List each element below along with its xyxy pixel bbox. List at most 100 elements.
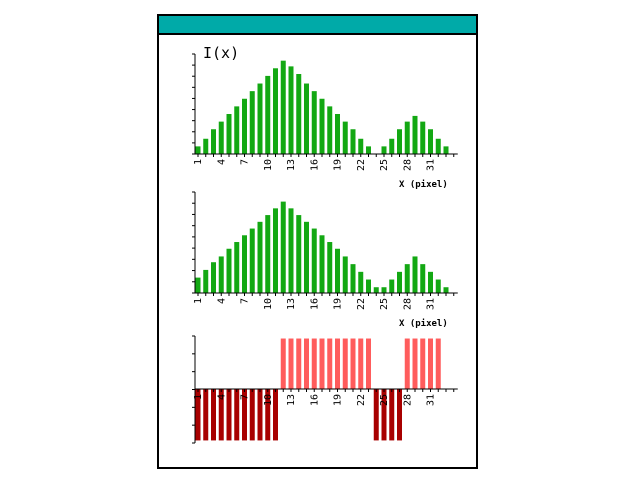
bar bbox=[195, 277, 201, 293]
bar bbox=[265, 75, 271, 154]
x-tick-label: 19 bbox=[333, 159, 344, 171]
title-bar[interactable] bbox=[159, 16, 476, 35]
x-tick-label: 19 bbox=[333, 298, 344, 310]
bar bbox=[296, 215, 302, 293]
bar bbox=[443, 146, 449, 154]
bar bbox=[412, 256, 418, 293]
bar bbox=[195, 146, 201, 154]
bar bbox=[203, 269, 209, 293]
bar bbox=[404, 121, 410, 154]
x-tick-label: 1 bbox=[193, 394, 204, 400]
bar bbox=[265, 215, 271, 293]
x-axis-label: X (pixel) bbox=[399, 179, 448, 190]
x-tick-label: 7 bbox=[240, 159, 251, 165]
bar bbox=[218, 256, 224, 293]
bar bbox=[311, 338, 317, 389]
bar bbox=[342, 121, 348, 154]
bar bbox=[319, 235, 325, 293]
x-tick-label: 10 bbox=[263, 394, 274, 406]
x-tick-label: 31 bbox=[426, 159, 437, 171]
y-axis-label: I(x) bbox=[203, 44, 239, 62]
bar bbox=[428, 338, 433, 389]
bar bbox=[373, 389, 379, 441]
bar bbox=[280, 60, 286, 154]
intensity-plots: 1 4 7 10 13 16 19 22 25 28 31I(x)X (pixel)1 4 7 10 13 1… bbox=[192, 44, 458, 444]
x-tick-label: 7 bbox=[240, 394, 251, 400]
bar bbox=[389, 389, 395, 441]
bar bbox=[273, 68, 278, 154]
bar bbox=[420, 338, 426, 389]
bar bbox=[435, 138, 441, 154]
bar bbox=[397, 271, 402, 293]
bar bbox=[249, 389, 255, 441]
bar bbox=[257, 221, 263, 293]
x-tick-label: 4 bbox=[216, 394, 227, 400]
bar bbox=[265, 389, 271, 441]
bar bbox=[218, 389, 224, 441]
x-tick-label: 16 bbox=[309, 159, 320, 171]
bar bbox=[335, 338, 340, 389]
bar bbox=[381, 146, 387, 154]
bar bbox=[304, 221, 309, 293]
bar bbox=[350, 129, 356, 154]
bar bbox=[242, 235, 247, 293]
bar bbox=[327, 106, 333, 154]
bar bbox=[195, 389, 201, 441]
x-tick-label: 28 bbox=[402, 394, 413, 406]
x-tick-label: 31 bbox=[426, 394, 437, 406]
bar bbox=[304, 83, 309, 154]
x-tick-label: 22 bbox=[356, 298, 367, 310]
x-tick-label: 4 bbox=[216, 159, 227, 165]
bar bbox=[389, 138, 395, 154]
bar bbox=[366, 146, 371, 154]
bar bbox=[358, 338, 364, 389]
bar bbox=[350, 338, 356, 389]
bar bbox=[443, 287, 449, 293]
bar bbox=[288, 338, 294, 389]
x-tick-label: 28 bbox=[402, 159, 413, 171]
x-tick-label: 13 bbox=[286, 159, 297, 171]
x-axis-label: X (pixel) bbox=[399, 318, 448, 329]
bar bbox=[234, 242, 240, 293]
bar bbox=[257, 389, 263, 441]
x-tick-label: 22 bbox=[356, 159, 367, 171]
bar bbox=[226, 248, 232, 293]
bar bbox=[242, 389, 247, 441]
x-tick-label: 16 bbox=[309, 394, 320, 406]
x-tick-label: 10 bbox=[263, 298, 274, 310]
bar bbox=[280, 338, 286, 389]
bar bbox=[404, 338, 410, 389]
bar bbox=[335, 248, 340, 293]
bar bbox=[412, 115, 418, 154]
bar bbox=[381, 287, 387, 293]
bar bbox=[435, 279, 441, 293]
bar bbox=[335, 114, 340, 154]
bar bbox=[311, 228, 317, 293]
bar bbox=[273, 208, 278, 293]
bar bbox=[373, 287, 379, 293]
bar bbox=[249, 91, 255, 154]
bar bbox=[404, 264, 410, 293]
x-tick-label: 13 bbox=[286, 298, 297, 310]
x-tick-label: 19 bbox=[333, 394, 344, 406]
bar bbox=[397, 129, 402, 154]
bar bbox=[311, 91, 317, 154]
bar bbox=[234, 389, 240, 441]
bar bbox=[218, 121, 224, 154]
chart-panel-2: 1 4 7 10 13 16 19 22 25 28 31 X (pixel) bbox=[192, 191, 458, 329]
bar bbox=[342, 338, 348, 389]
bar bbox=[350, 264, 356, 293]
bar bbox=[358, 271, 364, 293]
x-tick-label: 31 bbox=[426, 298, 437, 310]
bar bbox=[428, 271, 433, 293]
bar bbox=[203, 138, 209, 154]
x-tick-label: 1 bbox=[193, 159, 204, 165]
x-tick-label: 10 bbox=[263, 159, 274, 171]
bar bbox=[412, 338, 418, 389]
chart-panel-1: 1 4 7 10 13 16 19 22 25 28 31 I(x) X (pixel) bbox=[192, 44, 458, 190]
bar bbox=[319, 98, 325, 154]
bar bbox=[280, 201, 286, 293]
bar bbox=[288, 208, 294, 293]
x-tick-label: 1 bbox=[193, 298, 204, 304]
bar bbox=[226, 389, 232, 441]
